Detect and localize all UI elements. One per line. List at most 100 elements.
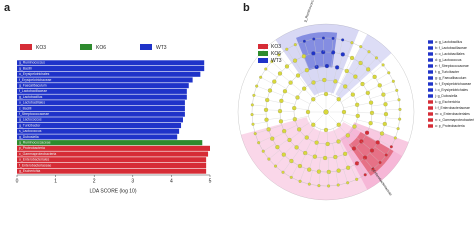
branch bbox=[268, 125, 283, 130]
branch bbox=[266, 109, 281, 111]
branch bbox=[350, 166, 357, 180]
branch bbox=[252, 121, 267, 125]
clade-node bbox=[336, 183, 340, 187]
x-tick-label: 5 bbox=[209, 178, 212, 184]
branch bbox=[265, 68, 278, 78]
legend-label: WT3 bbox=[156, 45, 167, 51]
clade-node bbox=[336, 122, 341, 127]
clade-node bbox=[374, 56, 378, 60]
clade-node bbox=[345, 133, 350, 138]
clade-node bbox=[270, 136, 275, 141]
bar bbox=[17, 162, 207, 168]
branch bbox=[269, 90, 284, 96]
clade-node bbox=[251, 122, 255, 126]
branch bbox=[279, 73, 291, 83]
clade-node bbox=[324, 63, 330, 69]
key-swatch bbox=[428, 118, 433, 122]
bar bbox=[17, 111, 185, 117]
branch bbox=[297, 97, 311, 104]
key-swatch bbox=[428, 88, 433, 92]
clade-node bbox=[295, 95, 300, 100]
branch bbox=[342, 154, 349, 168]
branch bbox=[345, 137, 355, 149]
branch bbox=[296, 136, 306, 148]
clade-node bbox=[278, 119, 284, 124]
clade-shade bbox=[296, 32, 338, 71]
key-label: j: g_Dubosiella bbox=[434, 94, 457, 98]
clade-node bbox=[360, 81, 365, 87]
clade-node bbox=[363, 173, 367, 177]
branch bbox=[332, 143, 336, 158]
branch bbox=[328, 157, 329, 172]
clade-node bbox=[267, 88, 273, 93]
clade-node bbox=[292, 106, 297, 111]
branch bbox=[339, 141, 346, 154]
branch bbox=[355, 92, 368, 99]
branch bbox=[304, 88, 314, 99]
branch bbox=[278, 54, 288, 66]
key-swatch bbox=[428, 64, 433, 68]
branch bbox=[299, 168, 306, 182]
clade-node bbox=[355, 102, 360, 107]
key-label: l: f_Enterobacteriaceae bbox=[435, 106, 470, 110]
x-tick-label: 3 bbox=[131, 178, 134, 184]
clade-node bbox=[261, 149, 265, 153]
clade-node bbox=[396, 127, 400, 131]
clade-shade bbox=[335, 34, 392, 99]
category-label: g_Turicibacter bbox=[19, 123, 41, 127]
branch bbox=[343, 169, 348, 183]
branch bbox=[260, 77, 274, 84]
branch bbox=[274, 81, 287, 89]
branch bbox=[331, 52, 334, 67]
branch bbox=[374, 146, 387, 156]
clade-node bbox=[346, 165, 351, 170]
clade-node bbox=[391, 79, 395, 83]
branch bbox=[313, 53, 317, 68]
branch bbox=[361, 141, 373, 151]
branch bbox=[328, 114, 339, 125]
branch bbox=[309, 156, 314, 170]
branch bbox=[371, 113, 386, 115]
category-label: c_Gammaproteobacteria bbox=[19, 152, 56, 156]
bar bbox=[17, 60, 205, 66]
branch bbox=[350, 132, 362, 142]
branch bbox=[277, 138, 289, 148]
branch bbox=[382, 132, 396, 139]
legend-swatch bbox=[140, 44, 152, 50]
clade-node bbox=[311, 122, 316, 127]
clade-node bbox=[267, 157, 271, 161]
clade-node bbox=[365, 90, 370, 95]
clade-node bbox=[362, 155, 368, 160]
key-swatch bbox=[428, 94, 433, 98]
branch bbox=[271, 61, 283, 72]
key-swatch bbox=[428, 100, 433, 104]
branch bbox=[304, 41, 309, 55]
branch bbox=[283, 144, 294, 155]
clade-node bbox=[311, 97, 316, 102]
branch bbox=[371, 104, 386, 107]
clade-node bbox=[281, 152, 286, 157]
legend-swatch bbox=[258, 51, 268, 56]
branch bbox=[318, 157, 321, 172]
clade-node bbox=[367, 50, 371, 54]
branch bbox=[351, 83, 363, 93]
category-label: f_Erysipelotrichaceae bbox=[19, 78, 52, 82]
clade-node bbox=[368, 100, 374, 105]
branch bbox=[332, 128, 339, 142]
branch bbox=[306, 70, 313, 83]
branch bbox=[316, 66, 320, 81]
clade-node bbox=[326, 169, 331, 175]
key-label: a: g_Lactobacillus bbox=[435, 40, 462, 44]
clade-node bbox=[295, 73, 301, 78]
clade-node bbox=[333, 154, 338, 160]
clade-node bbox=[282, 129, 287, 134]
clade-node bbox=[316, 169, 322, 174]
bar bbox=[17, 140, 203, 146]
key-label: o: p_Proteobacteria bbox=[435, 124, 465, 128]
ring bbox=[265, 51, 387, 173]
branch bbox=[252, 104, 267, 107]
ring bbox=[251, 37, 401, 187]
clade-node bbox=[382, 121, 387, 127]
clade-node bbox=[294, 145, 299, 150]
branch bbox=[272, 132, 285, 139]
